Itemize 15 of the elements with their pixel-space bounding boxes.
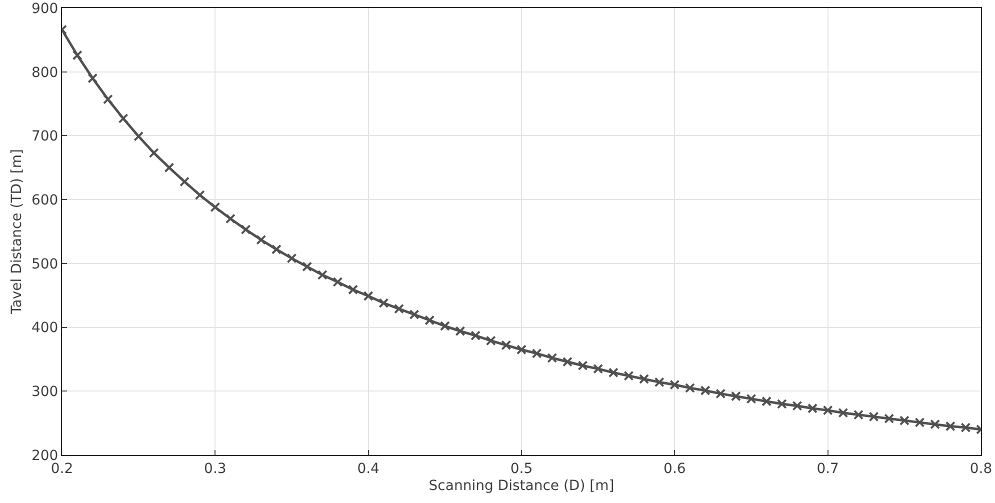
x-tick-label: 0.4 [357,460,380,477]
x-tick-label: 0.3 [204,460,226,477]
x-tick-label: 0.7 [816,460,839,477]
x-tick-label: 0.5 [510,460,533,477]
y-tick-label: 400 [31,320,58,336]
y-tick-label: 700 [31,128,58,145]
x-tick-label: 0.8 [970,460,992,477]
y-tick-label: 600 [31,192,58,208]
y-tick-label: 900 [31,0,58,17]
x-axis-title: Scanning Distance (D) [m] [428,478,614,494]
x-tick-label: 0.6 [664,460,686,477]
y-tick-label: 800 [31,64,58,81]
y-tick-label: 300 [31,384,58,400]
y-tick-label: 500 [31,256,58,272]
y-axis-title: Tavel Distance (TD) [m] [9,149,26,315]
